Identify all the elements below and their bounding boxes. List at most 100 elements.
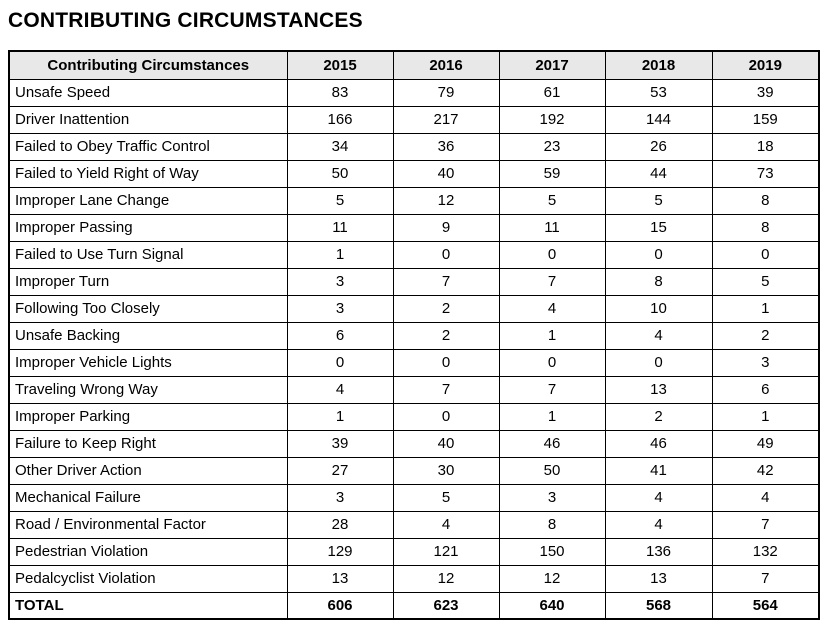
table-body: Unsafe Speed 83 79 61 53 39 Driver Inatt… — [8, 78, 820, 593]
value-cell-2016: 79 — [392, 78, 500, 107]
value-cell-2016: 0 — [392, 240, 500, 269]
value-cell-2016: 2 — [392, 294, 500, 323]
value-cell-2017: 4 — [498, 294, 606, 323]
total-value-2019: 564 — [711, 591, 820, 620]
row-label: Failed to Obey Traffic Control — [8, 132, 288, 161]
table-row: Improper Passing 11 9 11 15 8 — [8, 213, 820, 242]
table-row: Failure to Keep Right 39 40 46 46 49 — [8, 429, 820, 458]
value-cell-2015: 4 — [286, 375, 394, 404]
value-cell-2016: 7 — [392, 375, 500, 404]
table-row: Unsafe Speed 83 79 61 53 39 — [8, 78, 820, 107]
value-cell-2019: 49 — [711, 429, 820, 458]
value-cell-2018: 5 — [604, 186, 713, 215]
value-cell-2017: 11 — [498, 213, 606, 242]
value-cell-2015: 1 — [286, 240, 394, 269]
table-row: Road / Environmental Factor 28 4 8 4 7 — [8, 510, 820, 539]
value-cell-2015: 5 — [286, 186, 394, 215]
value-cell-2018: 8 — [604, 267, 713, 296]
total-value-2018: 568 — [604, 591, 713, 620]
row-label: Pedestrian Violation — [8, 537, 288, 566]
header-row: Contributing Circumstances 2015 2016 201… — [8, 50, 820, 80]
row-label: Failed to Yield Right of Way — [8, 159, 288, 188]
value-cell-2018: 0 — [604, 348, 713, 377]
table-row: Failed to Yield Right of Way 50 40 59 44… — [8, 159, 820, 188]
table-row: Improper Vehicle Lights 0 0 0 0 3 — [8, 348, 820, 377]
row-label: Unsafe Backing — [8, 321, 288, 350]
value-cell-2015: 3 — [286, 294, 394, 323]
value-cell-2017: 50 — [498, 456, 606, 485]
column-header-2016: 2016 — [392, 50, 500, 80]
value-cell-2019: 42 — [711, 456, 820, 485]
value-cell-2015: 1 — [286, 402, 394, 431]
value-cell-2017: 12 — [498, 564, 606, 593]
value-cell-2019: 159 — [711, 105, 820, 134]
table-row: Improper Parking 1 0 1 2 1 — [8, 402, 820, 431]
value-cell-2015: 0 — [286, 348, 394, 377]
value-cell-2017: 0 — [498, 348, 606, 377]
value-cell-2019: 39 — [711, 78, 820, 107]
value-cell-2017: 5 — [498, 186, 606, 215]
value-cell-2016: 0 — [392, 402, 500, 431]
row-label: Unsafe Speed — [8, 78, 288, 107]
value-cell-2015: 3 — [286, 483, 394, 512]
value-cell-2017: 46 — [498, 429, 606, 458]
value-cell-2016: 7 — [392, 267, 500, 296]
table-row: Other Driver Action 27 30 50 41 42 — [8, 456, 820, 485]
row-label: Improper Parking — [8, 402, 288, 431]
row-label: Failed to Use Turn Signal — [8, 240, 288, 269]
value-cell-2018: 15 — [604, 213, 713, 242]
value-cell-2015: 28 — [286, 510, 394, 539]
value-cell-2017: 1 — [498, 321, 606, 350]
row-label: Road / Environmental Factor — [8, 510, 288, 539]
value-cell-2016: 12 — [392, 186, 500, 215]
table-row: Pedalcyclist Violation 13 12 12 13 7 — [8, 564, 820, 593]
value-cell-2016: 30 — [392, 456, 500, 485]
value-cell-2015: 83 — [286, 78, 394, 107]
value-cell-2018: 53 — [604, 78, 713, 107]
total-row: TOTAL 606 623 640 568 564 — [8, 591, 820, 620]
value-cell-2017: 192 — [498, 105, 606, 134]
value-cell-2017: 0 — [498, 240, 606, 269]
value-cell-2015: 50 — [286, 159, 394, 188]
table-row: Improper Turn 3 7 7 8 5 — [8, 267, 820, 296]
value-cell-2019: 4 — [711, 483, 820, 512]
total-value-2017: 640 — [498, 591, 606, 620]
value-cell-2019: 7 — [711, 564, 820, 593]
row-label: Driver Inattention — [8, 105, 288, 134]
value-cell-2015: 39 — [286, 429, 394, 458]
column-header-2018: 2018 — [604, 50, 713, 80]
page-title: CONTRIBUTING CIRCUMSTANCES — [8, 9, 363, 32]
value-cell-2019: 2 — [711, 321, 820, 350]
value-cell-2018: 13 — [604, 564, 713, 593]
value-cell-2015: 6 — [286, 321, 394, 350]
value-cell-2016: 0 — [392, 348, 500, 377]
row-label: Improper Turn — [8, 267, 288, 296]
row-label: Improper Passing — [8, 213, 288, 242]
value-cell-2015: 13 — [286, 564, 394, 593]
total-row-label: TOTAL — [8, 591, 288, 620]
total-value-2016: 623 — [392, 591, 500, 620]
value-cell-2017: 7 — [498, 267, 606, 296]
value-cell-2016: 40 — [392, 159, 500, 188]
value-cell-2016: 5 — [392, 483, 500, 512]
row-label: Improper Lane Change — [8, 186, 288, 215]
row-label: Pedalcyclist Violation — [8, 564, 288, 593]
value-cell-2019: 18 — [711, 132, 820, 161]
value-cell-2019: 0 — [711, 240, 820, 269]
row-label: Traveling Wrong Way — [8, 375, 288, 404]
value-cell-2015: 166 — [286, 105, 394, 134]
value-cell-2018: 26 — [604, 132, 713, 161]
value-cell-2019: 6 — [711, 375, 820, 404]
value-cell-2019: 1 — [711, 294, 820, 323]
value-cell-2017: 7 — [498, 375, 606, 404]
value-cell-2017: 1 — [498, 402, 606, 431]
column-header-2017: 2017 — [498, 50, 606, 80]
value-cell-2019: 8 — [711, 186, 820, 215]
column-header-2019: 2019 — [711, 50, 820, 80]
value-cell-2019: 3 — [711, 348, 820, 377]
row-label: Failure to Keep Right — [8, 429, 288, 458]
value-cell-2016: 40 — [392, 429, 500, 458]
table-row: Improper Lane Change 5 12 5 5 8 — [8, 186, 820, 215]
value-cell-2019: 8 — [711, 213, 820, 242]
value-cell-2018: 41 — [604, 456, 713, 485]
